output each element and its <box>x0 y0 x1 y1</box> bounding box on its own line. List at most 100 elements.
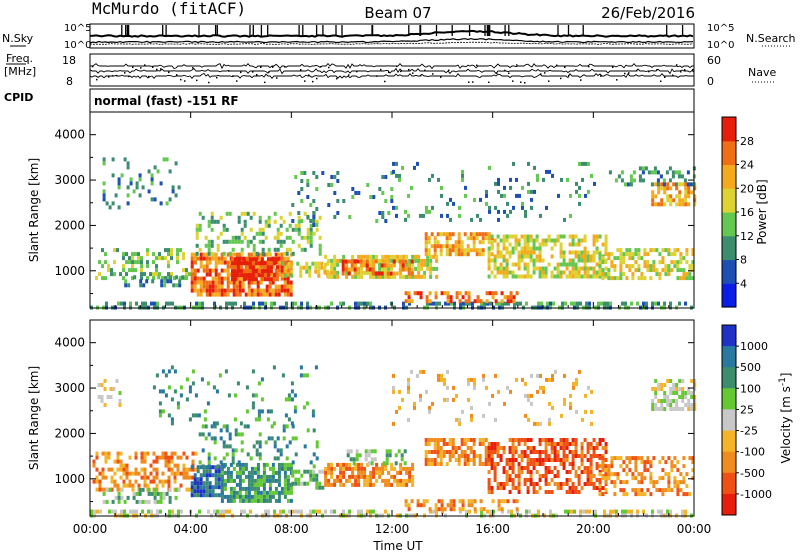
heatmap-cell <box>306 239 310 244</box>
heatmap-cell <box>607 472 611 477</box>
heatmap-cell <box>663 383 667 387</box>
heatmap-cell <box>217 469 221 474</box>
heatmap-cell <box>428 299 432 304</box>
heatmap-cell <box>487 246 491 251</box>
nave-dot <box>236 80 238 82</box>
heatmap-cell <box>505 246 509 251</box>
heatmap-cell <box>123 157 127 162</box>
heatmap-cell <box>619 264 623 269</box>
heatmap-cell <box>595 234 599 239</box>
heatmap-cell <box>134 467 138 472</box>
heatmap-cell <box>102 189 106 194</box>
heatmap-cell <box>372 195 376 199</box>
heatmap-cell <box>535 490 539 494</box>
heatmap-cell <box>239 269 243 274</box>
heatmap-cell <box>444 301 447 306</box>
heatmap-cell <box>389 271 393 276</box>
heatmap-cell <box>205 260 209 265</box>
heatmap-cell <box>420 258 424 263</box>
heatmap-cell <box>693 379 697 383</box>
nave-dot <box>600 75 602 77</box>
heatmap-cell <box>371 267 375 272</box>
heatmap-cell <box>294 481 298 486</box>
heatmap-cell <box>572 381 575 386</box>
heatmap-cell <box>446 201 449 206</box>
heatmap-cell <box>120 495 124 500</box>
heatmap-cell <box>158 252 161 257</box>
heatmap-cell <box>344 259 348 264</box>
heatmap-cell <box>110 467 114 472</box>
heatmap-cell <box>500 507 504 512</box>
heatmap-cell <box>470 413 473 418</box>
heatmap-cell <box>526 462 530 466</box>
heatmap-cell <box>286 462 290 467</box>
heatmap-cell <box>345 270 349 275</box>
heatmap-cell <box>226 252 230 257</box>
heatmap-cell <box>691 456 695 461</box>
heatmap-cell <box>451 248 455 253</box>
heatmap-cell <box>455 393 458 398</box>
heatmap-cell <box>469 248 473 253</box>
heatmap-cell <box>487 478 491 482</box>
heatmap-cell <box>118 403 122 407</box>
heatmap-cell <box>262 462 266 467</box>
heatmap-cell <box>283 466 287 471</box>
heatmap-cell <box>565 454 569 458</box>
heatmap-cell <box>324 474 328 479</box>
heatmap-cell <box>269 265 273 270</box>
heatmap-cell <box>190 276 194 281</box>
heatmap-cell <box>210 424 214 429</box>
heatmap-cell <box>690 190 694 195</box>
heatmap-cell <box>384 466 388 471</box>
heatmap-cell <box>156 169 160 174</box>
heatmap-cell <box>342 470 346 475</box>
heatmap-cell <box>637 248 641 253</box>
heatmap-cell <box>651 509 654 514</box>
heatmap-cell <box>300 301 303 306</box>
heatmap-cell <box>285 247 289 252</box>
heatmap-cell <box>223 268 227 273</box>
heatmap-cell <box>682 480 686 485</box>
heatmap-cell <box>110 475 114 480</box>
nave-dot <box>692 68 694 71</box>
heatmap-cell <box>152 260 155 265</box>
heatmap-cell <box>610 260 614 265</box>
heatmap-cell <box>499 238 503 243</box>
heatmap-cell <box>404 259 408 264</box>
heatmap-cell <box>155 455 159 460</box>
heatmap-cell <box>538 266 542 271</box>
heatmap-cell <box>265 462 269 467</box>
heatmap-cell <box>238 494 242 499</box>
heatmap-cell <box>544 474 548 478</box>
heatmap-cell <box>467 503 471 508</box>
heatmap-cell <box>402 466 406 471</box>
heatmap-cell <box>128 471 132 476</box>
heatmap-cell <box>219 436 223 441</box>
x-axis-label: Time UT <box>372 539 423 553</box>
heatmap-cell <box>170 252 173 257</box>
heatmap-cell <box>170 471 174 476</box>
heatmap-cell <box>140 260 143 265</box>
heatmap-cell <box>152 475 156 480</box>
heatmap-cell <box>140 475 144 480</box>
heatmap-cell <box>262 498 266 503</box>
heatmap-cell <box>276 436 280 441</box>
heatmap-cell <box>219 428 223 433</box>
heatmap-cell <box>571 242 575 247</box>
heatmap-cell <box>390 254 394 259</box>
heatmap-cell <box>264 223 268 228</box>
heatmap-cell <box>244 494 248 499</box>
heatmap-cell <box>158 455 162 460</box>
heatmap-cell <box>664 272 668 277</box>
colorbar-swatch <box>722 164 736 189</box>
heatmap-cell <box>318 509 321 514</box>
heatmap-cell <box>233 273 237 278</box>
heatmap-cell <box>303 469 307 474</box>
heatmap-cell <box>517 250 521 255</box>
heatmap-cell <box>306 195 310 199</box>
heatmap-cell <box>318 251 322 256</box>
heatmap-cell <box>550 238 554 243</box>
heatmap-cell <box>163 283 167 288</box>
heatmap-cell <box>101 471 105 476</box>
